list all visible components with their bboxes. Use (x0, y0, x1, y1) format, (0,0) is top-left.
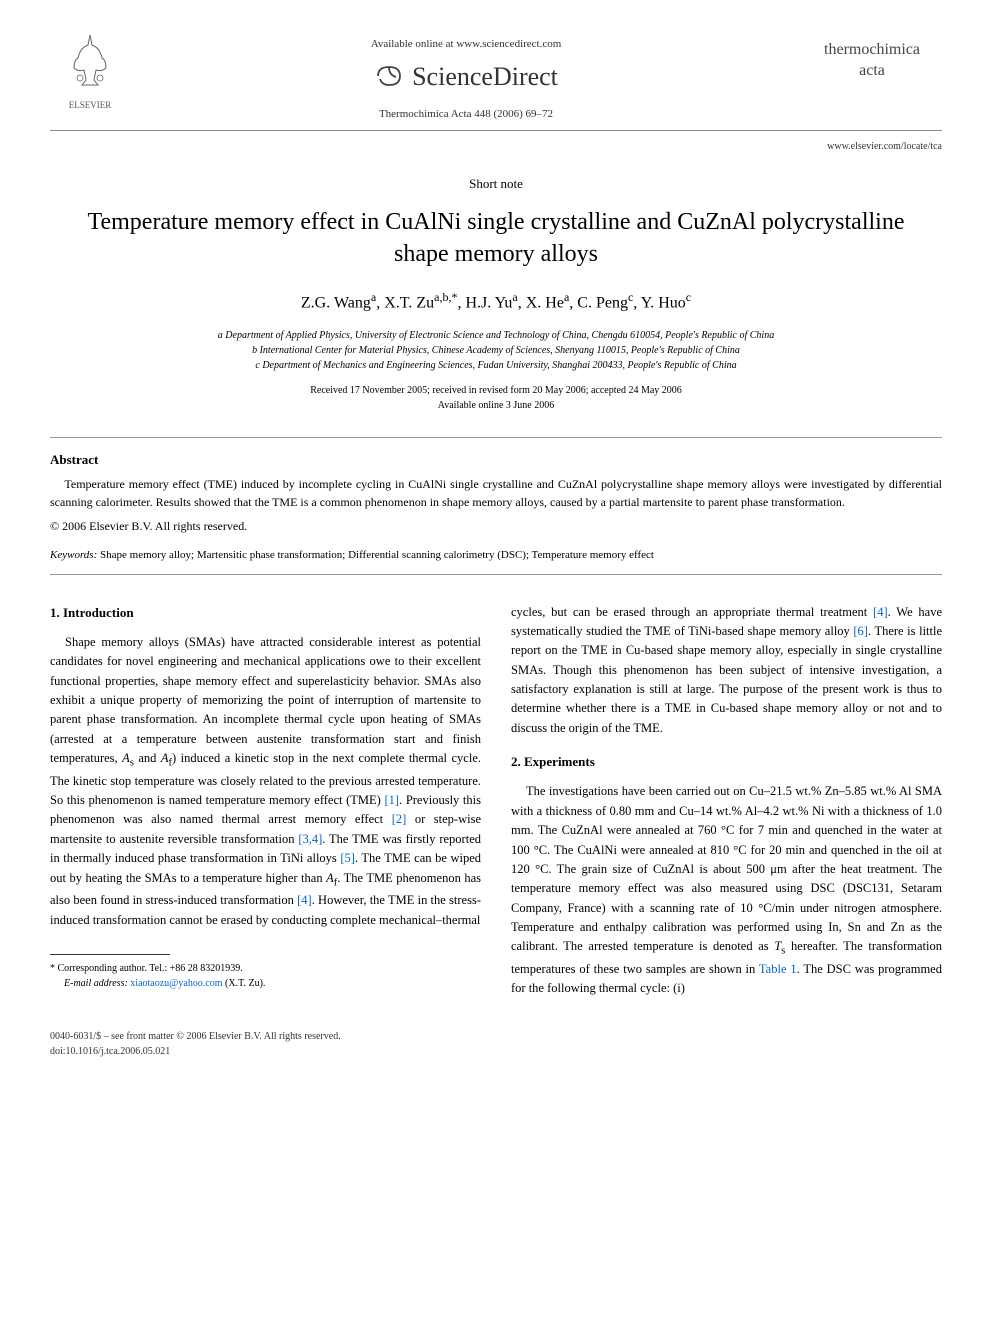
left-column: 1. Introduction Shape memory alloys (SMA… (50, 603, 481, 999)
corresponding-author-footnote: * Corresponding author. Tel.: +86 28 832… (50, 961, 481, 991)
journal-title-box: thermochimica acta (802, 30, 942, 82)
ref-link-34[interactable]: [3,4] (298, 832, 322, 846)
corresponding-tel: * Corresponding author. Tel.: +86 28 832… (50, 961, 481, 976)
dates-received: Received 17 November 2005; received in r… (50, 383, 942, 398)
journal-name-2: acta (802, 61, 942, 82)
article-dates: Received 17 November 2005; received in r… (50, 383, 942, 413)
page-footer: 0040-6031/$ – see front matter © 2006 El… (50, 1029, 942, 1059)
email-suffix: (X.T. Zu). (223, 978, 266, 989)
keywords-line: Keywords: Shape memory alloy; Martensiti… (50, 547, 942, 564)
section-exp-heading: 2. Experiments (511, 752, 942, 772)
exp-paragraph: The investigations have been carried out… (511, 782, 942, 998)
elsevier-label: ELSEVIER (50, 99, 130, 113)
article-title: Temperature memory effect in CuAlNi sing… (50, 206, 942, 271)
abstract-heading: Abstract (50, 450, 942, 470)
abstract-body: Temperature memory effect (TME) induced … (50, 475, 942, 511)
elsevier-tree-icon (60, 30, 120, 90)
section-intro-heading: 1. Introduction (50, 603, 481, 623)
intro-continued: cycles, but can be erased through an app… (511, 603, 942, 739)
sciencedirect-brand: ScienceDirect (130, 57, 802, 96)
page-header: ELSEVIER Available online at www.science… (50, 30, 942, 131)
ref-link-6[interactable]: [6] (853, 624, 868, 638)
affiliations: a Department of Applied Physics, Univers… (50, 328, 942, 373)
abstract-text: Temperature memory effect (TME) induced … (50, 477, 942, 509)
header-center: Available online at www.sciencedirect.co… (130, 30, 802, 122)
affiliation-a: a Department of Applied Physics, Univers… (50, 328, 942, 343)
article-type: Short note (50, 174, 942, 194)
divider-2 (50, 574, 942, 575)
elsevier-logo: ELSEVIER (50, 30, 130, 112)
body-columns: 1. Introduction Shape memory alloys (SMA… (50, 603, 942, 999)
footer-issn: 0040-6031/$ – see front matter © 2006 El… (50, 1029, 341, 1044)
affiliation-b: b International Center for Material Phys… (50, 343, 942, 358)
affiliation-c: c Department of Mechanics and Engineerin… (50, 358, 942, 373)
authors-list: Z.G. Wanga, X.T. Zua,b,*, H.J. Yua, X. H… (50, 288, 942, 315)
journal-reference: Thermochimica Acta 448 (2006) 69–72 (130, 106, 802, 123)
ref-link-2[interactable]: [2] (392, 812, 407, 826)
sciencedirect-icon (374, 61, 404, 91)
keywords-label: Keywords: (50, 549, 97, 561)
ref-link-5[interactable]: [5] (340, 851, 355, 865)
email-label: E-mail address: (64, 978, 128, 989)
ref-link-1[interactable]: [1] (384, 793, 399, 807)
intro-paragraph: Shape memory alloys (SMAs) have attracte… (50, 633, 481, 930)
keywords-text: Shape memory alloy; Martensitic phase tr… (97, 549, 654, 561)
abstract-copyright: © 2006 Elsevier B.V. All rights reserved… (50, 517, 942, 535)
right-column: cycles, but can be erased through an app… (511, 603, 942, 999)
available-online-text: Available online at www.sciencedirect.co… (130, 36, 802, 53)
journal-url: www.elsevier.com/locate/tca (50, 139, 942, 154)
sciencedirect-text: ScienceDirect (412, 57, 558, 96)
footer-left: 0040-6031/$ – see front matter © 2006 El… (50, 1029, 341, 1059)
divider (50, 437, 942, 438)
journal-name-1: thermochimica (802, 40, 942, 61)
footnote-separator (50, 954, 170, 955)
email-link[interactable]: xiaotaozu@yahoo.com (130, 978, 222, 989)
corresponding-email-line: E-mail address: xiaotaozu@yahoo.com (X.T… (50, 976, 481, 991)
table-link-1[interactable]: Table 1 (759, 962, 797, 976)
ref-link-4a[interactable]: [4] (297, 893, 312, 907)
footer-doi: doi:10.1016/j.tca.2006.05.021 (50, 1044, 341, 1059)
dates-online: Available online 3 June 2006 (50, 398, 942, 413)
ref-link-4b[interactable]: [4] (873, 605, 888, 619)
